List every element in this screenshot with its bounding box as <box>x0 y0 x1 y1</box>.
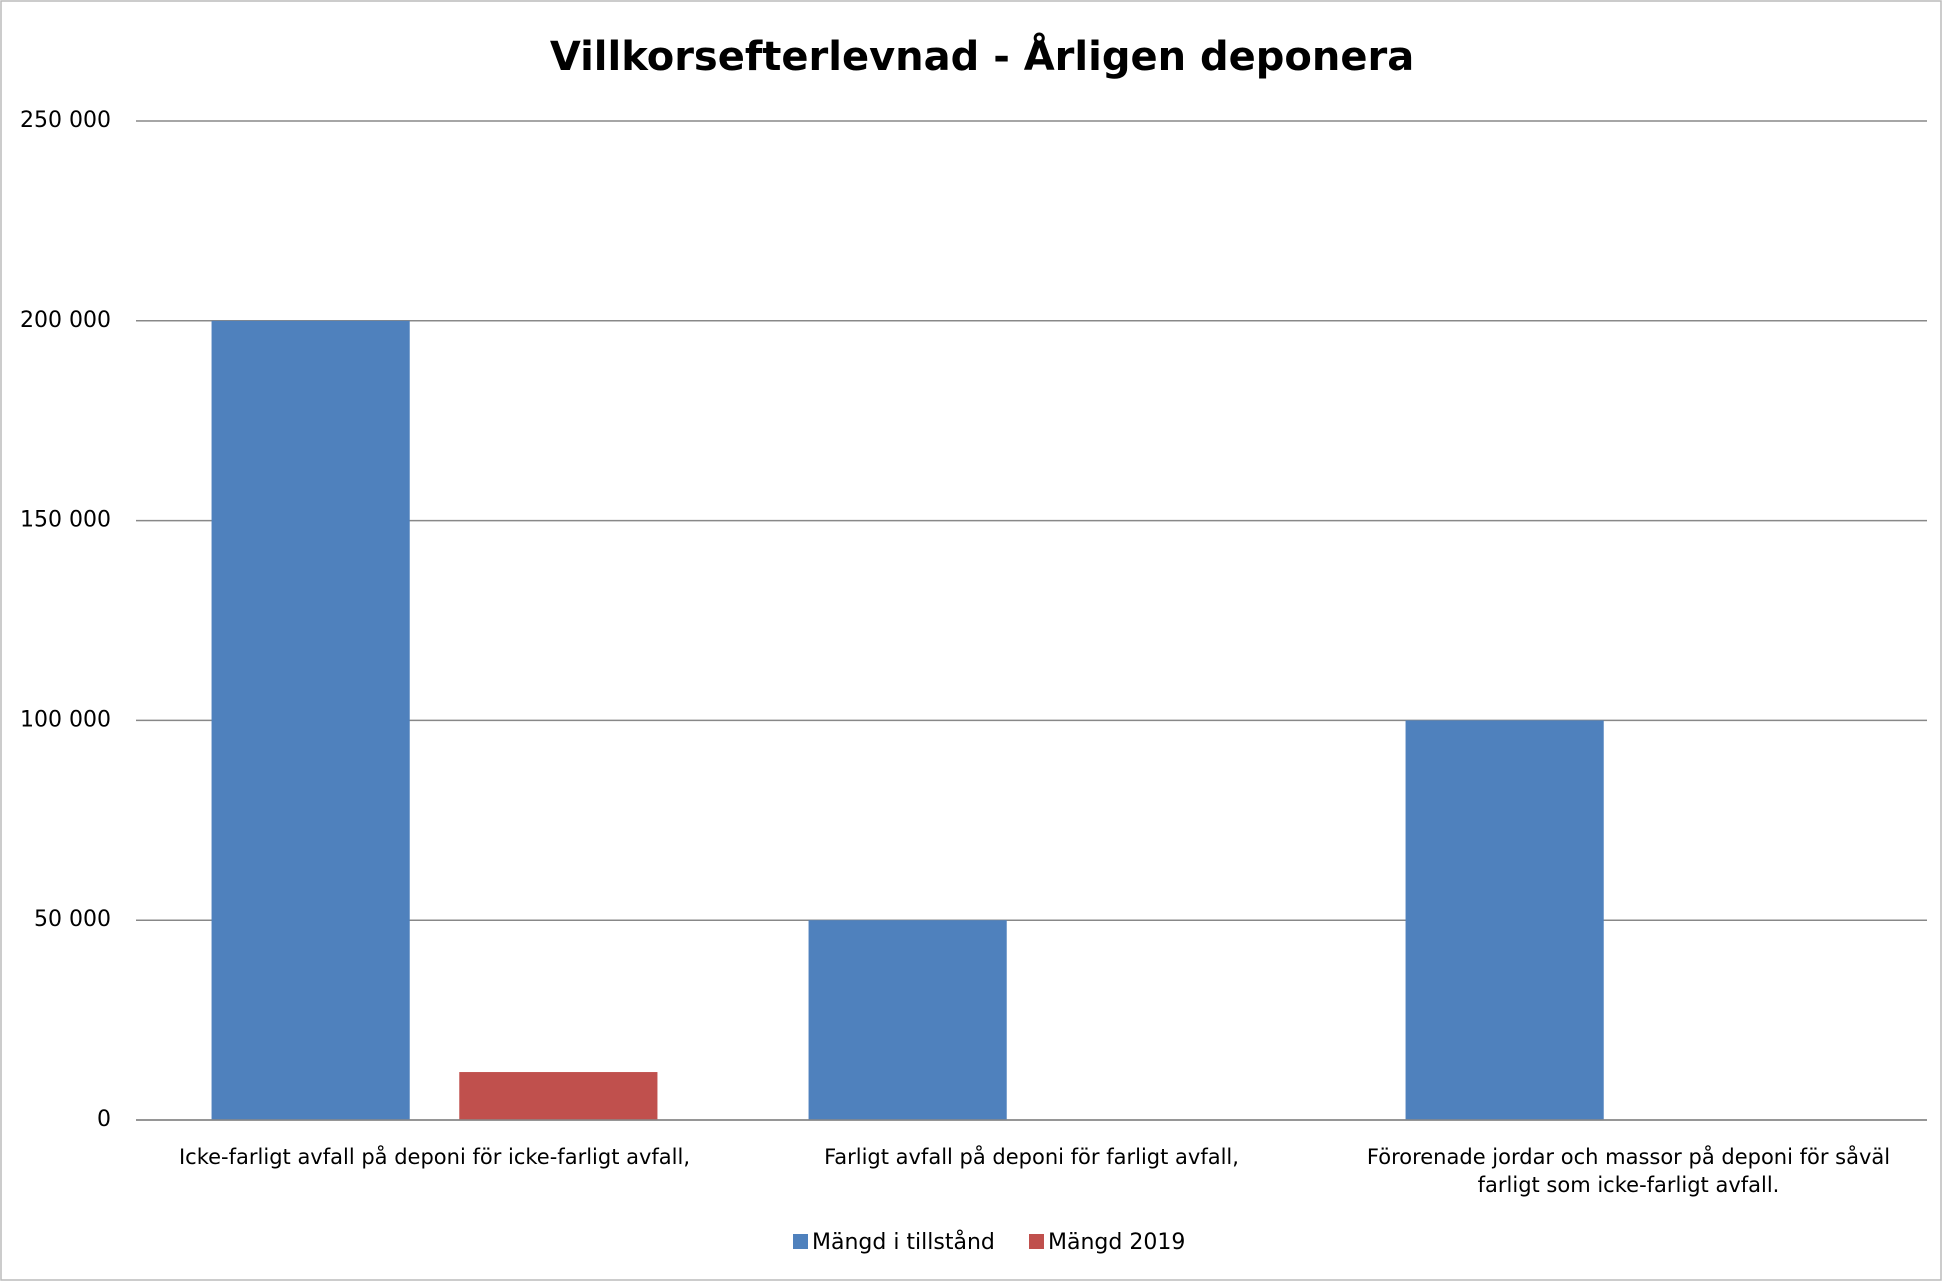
y-tick-label: 250 000 <box>20 108 111 133</box>
legend-label: Mängd 2019 <box>1048 1230 1185 1255</box>
legend-swatch <box>1029 1234 1044 1249</box>
legend-label: Mängd i tillstånd <box>812 1229 995 1255</box>
y-tick-label: 150 000 <box>20 508 111 533</box>
bar <box>1405 720 1604 1120</box>
y-tick-label: 200 000 <box>20 308 111 333</box>
x-tick-label: Farligt avfall på deponi för farligt avf… <box>824 1145 1239 1169</box>
y-tick-label: 50 000 <box>34 907 111 932</box>
x-tick-label: Icke-farligt avfall på deponi för icke-f… <box>178 1145 691 1169</box>
y-tick-label: 0 <box>97 1107 111 1132</box>
y-tick-label: 100 000 <box>20 707 111 732</box>
x-tick-label: Förorenade jordar och massor på deponi f… <box>1366 1145 1891 1197</box>
legend-swatch <box>793 1234 808 1249</box>
bar <box>808 920 1007 1120</box>
chart-title: Villkorsefterlevnad - Årligen deponera <box>550 31 1414 80</box>
bar <box>459 1072 658 1120</box>
bar <box>211 320 410 1120</box>
